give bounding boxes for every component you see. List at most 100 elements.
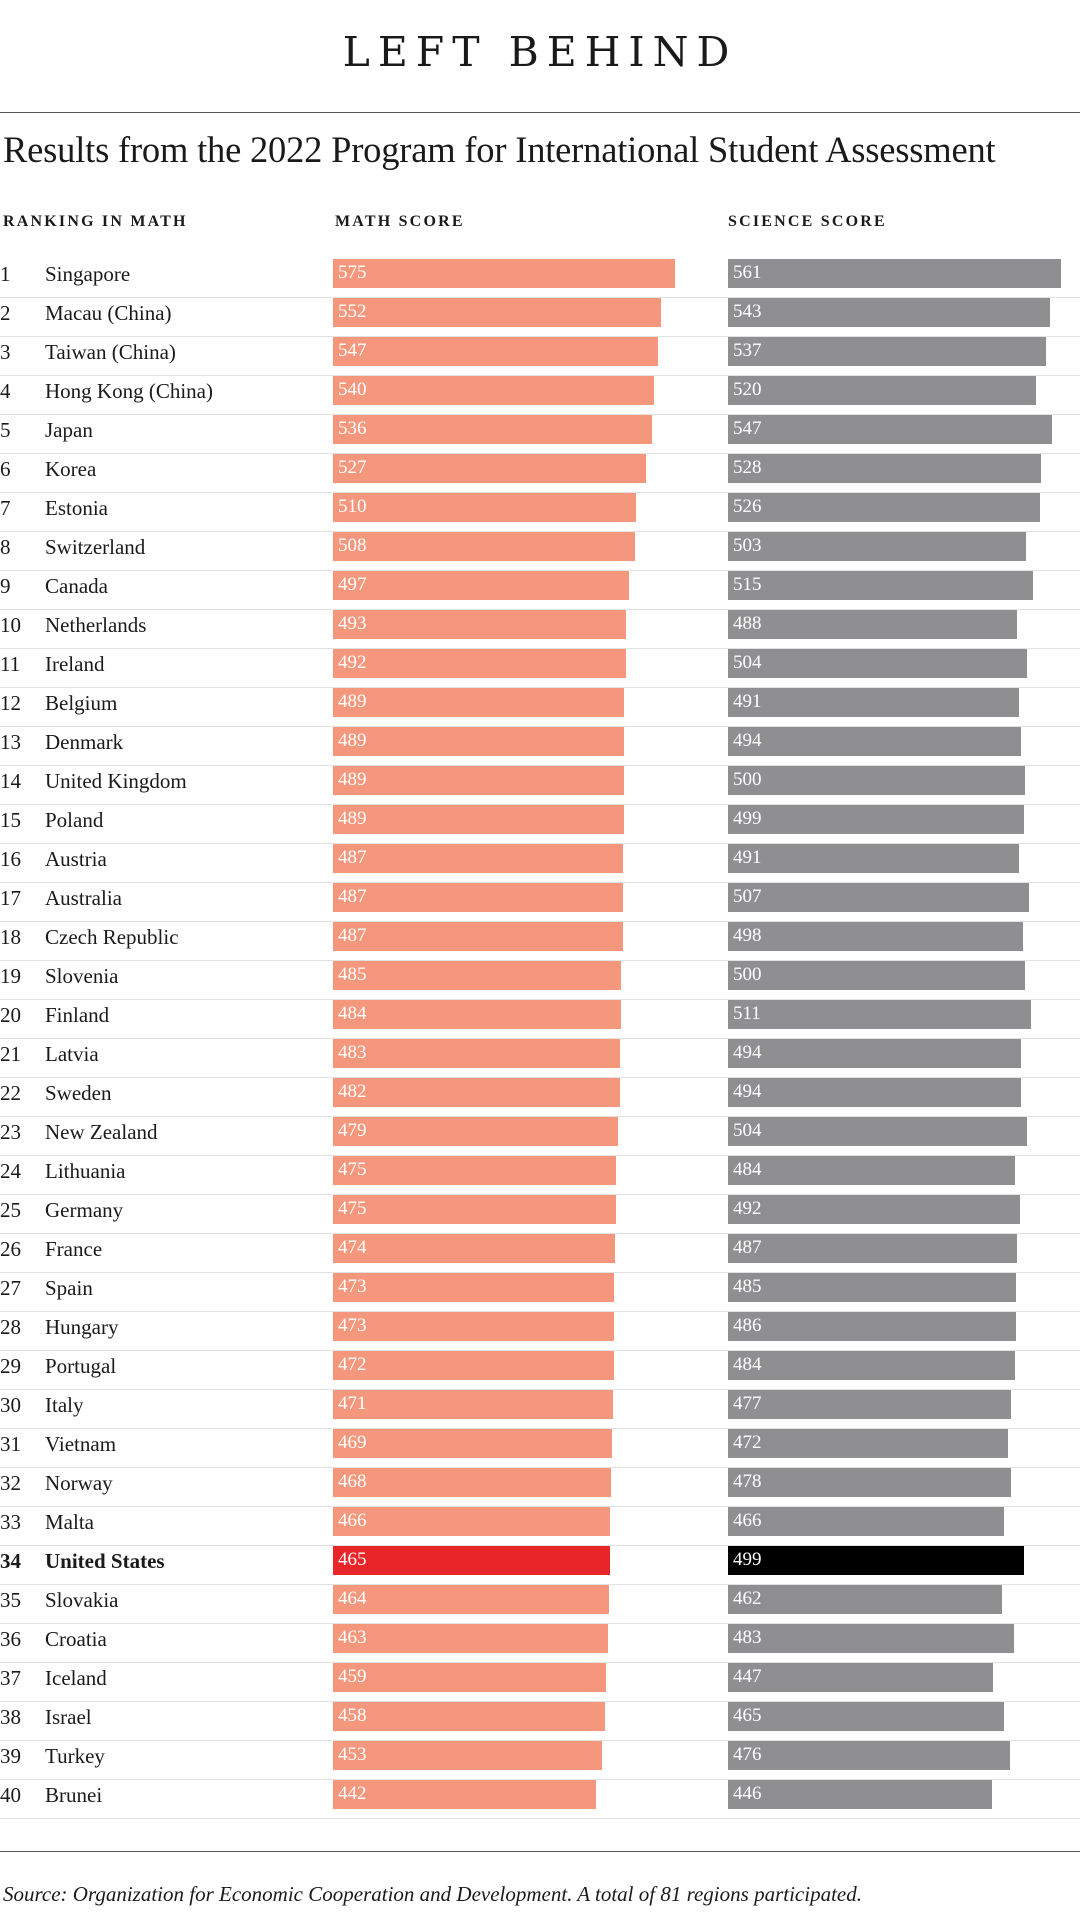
science-score-bar	[728, 727, 1021, 756]
math-score-bar	[333, 1195, 616, 1224]
chart-subtitle: Results from the 2022 Program for Intern…	[3, 129, 996, 170]
rank-label: 26	[0, 1237, 21, 1261]
math-score-label: 459	[338, 1666, 367, 1687]
rank-label: 30	[0, 1393, 21, 1417]
country-label: Japan	[45, 418, 93, 442]
country-label: Latvia	[45, 1042, 99, 1066]
rank-label: 38	[0, 1705, 21, 1729]
table-row: 31 Vietnam 469 472	[0, 1428, 1080, 1468]
math-score-bar	[333, 1351, 614, 1380]
science-score-label: 543	[733, 301, 762, 322]
science-score-label: 491	[733, 691, 762, 712]
science-score-label: 526	[733, 496, 762, 517]
country-label: Spain	[45, 1276, 93, 1300]
science-score-bar	[728, 649, 1027, 678]
row-separator	[0, 843, 1080, 844]
math-score-label: 536	[338, 418, 367, 439]
science-score-label: 515	[733, 574, 762, 595]
math-score-label: 489	[338, 691, 367, 712]
country-label: Australia	[45, 886, 122, 910]
country-label: Turkey	[45, 1744, 105, 1768]
table-row: 29 Portugal 472 484	[0, 1350, 1080, 1390]
math-score-bar	[333, 1234, 615, 1263]
country-label: Switzerland	[45, 535, 146, 559]
bottom-divider	[0, 1851, 1080, 1852]
science-score-bar	[728, 922, 1023, 951]
science-score-label: 477	[733, 1393, 762, 1414]
rank-label: 3	[0, 340, 11, 364]
science-score-label: 499	[733, 1549, 762, 1570]
row-separator	[0, 765, 1080, 766]
country-label: Malta	[45, 1510, 94, 1534]
math-score-label: 473	[338, 1315, 367, 1336]
country-label: Netherlands	[45, 613, 147, 637]
math-score-bar	[333, 454, 646, 483]
row-separator	[0, 1038, 1080, 1039]
math-score-label: 474	[338, 1237, 367, 1258]
table-row: 8 Switzerland 508 503	[0, 531, 1080, 571]
math-score-bar	[333, 376, 654, 405]
rank-label: 11	[0, 652, 21, 676]
math-score-bar	[333, 610, 626, 639]
science-score-bar	[728, 376, 1036, 405]
science-score-label: 488	[733, 613, 762, 634]
row-separator	[0, 804, 1080, 805]
math-score-bar	[333, 1702, 605, 1731]
math-score-label: 472	[338, 1354, 367, 1375]
rank-label: 5	[0, 418, 11, 442]
science-score-bar	[728, 1507, 1004, 1536]
math-score-bar	[333, 259, 675, 288]
math-score-bar	[333, 727, 624, 756]
row-separator	[0, 1584, 1080, 1585]
math-score-label: 482	[338, 1081, 367, 1102]
top-divider	[0, 112, 1080, 113]
country-label: Korea	[45, 457, 97, 481]
science-score-bar	[728, 1429, 1008, 1458]
rank-label: 35	[0, 1588, 21, 1612]
science-score-bar	[728, 961, 1025, 990]
math-score-label: 479	[338, 1120, 367, 1141]
science-score-bar	[728, 493, 1040, 522]
math-score-label: 469	[338, 1432, 367, 1453]
country-label: Slovakia	[45, 1588, 119, 1612]
rank-label: 18	[0, 925, 21, 949]
science-score-bar	[728, 1156, 1015, 1185]
math-score-bar	[333, 1429, 612, 1458]
rank-label: 8	[0, 535, 11, 559]
table-row: 17 Australia 487 507	[0, 882, 1080, 922]
science-score-bar	[728, 610, 1017, 639]
country-label: Austria	[45, 847, 107, 871]
science-score-bar	[728, 1741, 1010, 1770]
table-row: 19 Slovenia 485 500	[0, 960, 1080, 1000]
row-separator	[0, 297, 1080, 298]
table-row: 36 Croatia 463 483	[0, 1623, 1080, 1663]
table-row: 38 Israel 458 465	[0, 1701, 1080, 1741]
row-separator	[0, 492, 1080, 493]
math-score-label: 483	[338, 1042, 367, 1063]
math-score-bar	[333, 493, 636, 522]
science-score-bar	[728, 259, 1061, 288]
science-score-label: 537	[733, 340, 762, 361]
math-score-bar	[333, 1741, 602, 1770]
math-score-bar	[333, 1117, 618, 1146]
math-score-bar	[333, 1546, 610, 1575]
row-separator	[0, 1077, 1080, 1078]
math-score-label: 493	[338, 613, 367, 634]
science-score-bar	[728, 844, 1019, 873]
rank-label: 22	[0, 1081, 21, 1105]
table-row: 22 Sweden 482 494	[0, 1077, 1080, 1117]
rank-label: 6	[0, 457, 11, 481]
country-label: Sweden	[45, 1081, 112, 1105]
country-label: Finland	[45, 1003, 110, 1027]
science-score-label: 561	[733, 262, 762, 283]
table-row: 16 Austria 487 491	[0, 843, 1080, 883]
country-label: New Zealand	[45, 1120, 158, 1144]
country-label: Czech Republic	[45, 925, 179, 949]
rank-label: 31	[0, 1432, 21, 1456]
math-score-label: 487	[338, 886, 367, 907]
table-row: 14 United Kingdom 489 500	[0, 765, 1080, 805]
math-score-bar	[333, 844, 623, 873]
table-row: 25 Germany 475 492	[0, 1194, 1080, 1234]
table-row: 23 New Zealand 479 504	[0, 1116, 1080, 1156]
table-row: 33 Malta 466 466	[0, 1506, 1080, 1546]
